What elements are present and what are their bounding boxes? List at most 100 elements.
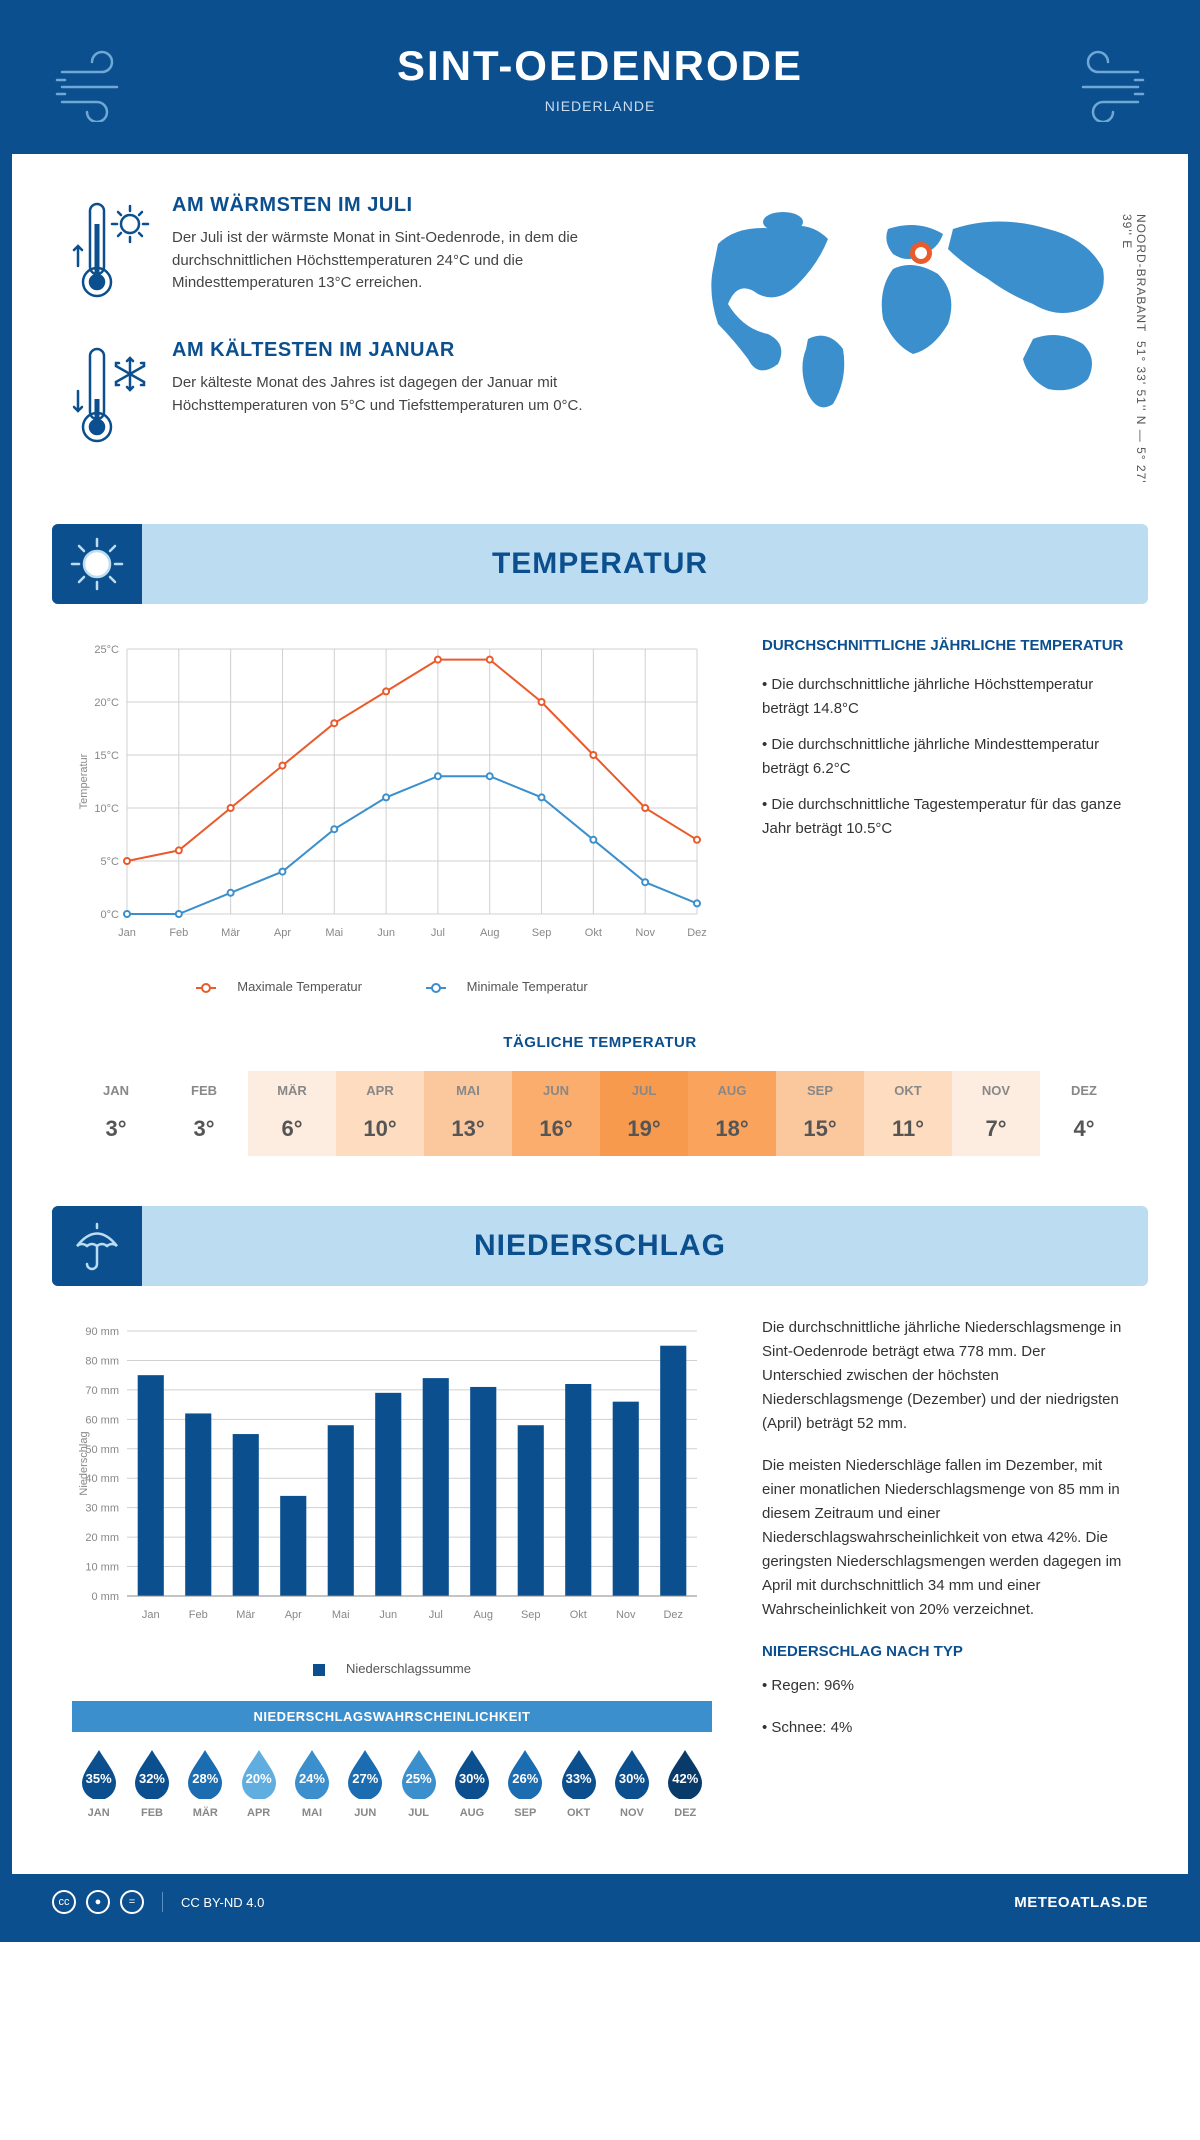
svg-text:5°C: 5°C <box>101 856 120 868</box>
svg-text:Jan: Jan <box>142 1609 160 1621</box>
svg-text:Apr: Apr <box>274 927 291 939</box>
svg-text:20°C: 20°C <box>94 697 119 709</box>
svg-text:50 mm: 50 mm <box>85 1444 119 1456</box>
temperature-heading: TEMPERATUR <box>142 547 1148 581</box>
svg-text:Feb: Feb <box>169 927 188 939</box>
cc-icon: cc <box>52 1890 76 1914</box>
location-marker <box>910 242 932 264</box>
daily-temp-cell: MAI13° <box>424 1071 512 1156</box>
svg-text:Nov: Nov <box>635 927 655 939</box>
nd-icon: = <box>120 1890 144 1914</box>
prob-cell: 20%APR <box>232 1747 285 1819</box>
temperature-section-header: TEMPERATUR <box>52 524 1148 604</box>
coldest-text: Der kälteste Monat des Jahres ist dagege… <box>172 372 648 417</box>
prob-cell: 42%DEZ <box>659 1747 712 1819</box>
raindrop-icon: 42% <box>664 1747 706 1799</box>
prob-cell: 26%SEP <box>499 1747 552 1819</box>
temperature-info: DURCHSCHNITTLICHE JÄHRLICHE TEMPERATUR •… <box>762 634 1128 994</box>
raindrop-icon: 25% <box>398 1747 440 1799</box>
temperature-line-chart: 0°C5°C10°C15°C20°C25°CJanFebMärAprMaiJun… <box>72 634 712 994</box>
header: SINT-OEDENRODE NIEDERLANDE <box>12 12 1188 154</box>
precip-legend: Niederschlagssumme <box>72 1661 712 1676</box>
wind-icon-left <box>52 42 152 127</box>
precip-text-1: Die durchschnittliche jährliche Niedersc… <box>762 1316 1128 1436</box>
svg-text:Okt: Okt <box>570 1609 587 1621</box>
prob-cell: 28%MÄR <box>179 1747 232 1819</box>
svg-text:Apr: Apr <box>285 1609 302 1621</box>
svg-text:Jul: Jul <box>429 1609 443 1621</box>
prob-cell: 35%JAN <box>72 1747 125 1819</box>
svg-text:0°C: 0°C <box>101 909 120 921</box>
raindrop-icon: 26% <box>504 1747 546 1799</box>
license-text: CC BY-ND 4.0 <box>181 1895 264 1910</box>
country-subtitle: NIEDERLANDE <box>52 98 1148 114</box>
intro-section: AM WÄRMSTEN IM JULI Der Juli ist der wär… <box>12 154 1188 524</box>
svg-text:Jun: Jun <box>377 927 395 939</box>
prob-title: NIEDERSCHLAGSWAHRSCHEINLICHKEIT <box>72 1701 712 1732</box>
svg-text:Mär: Mär <box>236 1609 255 1621</box>
svg-text:Jan: Jan <box>118 927 136 939</box>
warmest-title: AM WÄRMSTEN IM JULI <box>172 194 648 217</box>
precipitation-heading: NIEDERSCHLAG <box>142 1229 1148 1263</box>
svg-text:40 mm: 40 mm <box>85 1473 119 1485</box>
temp-info-3: • Die durchschnittliche Tagestemperatur … <box>762 793 1128 841</box>
svg-text:25°C: 25°C <box>94 644 119 656</box>
world-map: NOORD-BRABANT 51° 33' 51'' N — 5° 27' 39… <box>688 194 1128 484</box>
daily-temp-cell: AUG18° <box>688 1071 776 1156</box>
svg-text:0 mm: 0 mm <box>92 1591 120 1603</box>
svg-text:20 mm: 20 mm <box>85 1532 119 1544</box>
prob-cell: 30%NOV <box>605 1747 658 1819</box>
raindrop-icon: 20% <box>238 1747 280 1799</box>
daily-temp-cell: FEB3° <box>160 1071 248 1156</box>
svg-text:10°C: 10°C <box>94 803 119 815</box>
raindrop-icon: 28% <box>184 1747 226 1799</box>
sun-icon <box>52 524 142 604</box>
svg-text:Jul: Jul <box>431 927 445 939</box>
temperature-legend: .sw[style*='ea5a2a']::after{border-color… <box>72 979 712 994</box>
raindrop-icon: 35% <box>78 1747 120 1799</box>
svg-text:Sep: Sep <box>521 1609 541 1621</box>
daily-temp-cell: JUL19° <box>600 1071 688 1156</box>
svg-text:Nov: Nov <box>616 1609 636 1621</box>
precipitation-section-header: NIEDERSCHLAG <box>52 1206 1148 1286</box>
daily-temperature: TÄGLICHE TEMPERATUR JAN3°FEB3°MÄR6°APR10… <box>12 1034 1188 1206</box>
prob-cell: 33%OKT <box>552 1747 605 1819</box>
precip-snow: • Schnee: 4% <box>762 1716 1128 1740</box>
svg-text:80 mm: 80 mm <box>85 1355 119 1367</box>
thermometer-hot-icon <box>72 194 152 309</box>
license-badge: cc ● = CC BY-ND 4.0 <box>52 1890 264 1914</box>
daily-title: TÄGLICHE TEMPERATUR <box>72 1034 1128 1051</box>
svg-text:30 mm: 30 mm <box>85 1503 119 1515</box>
precipitation-bar-chart: 0 mm10 mm20 mm30 mm40 mm50 mm60 mm70 mm8… <box>72 1316 712 1834</box>
coldest-block: AM KÄLTESTEN IM JANUAR Der kälteste Mona… <box>72 339 648 454</box>
raindrop-icon: 32% <box>131 1747 173 1799</box>
warmest-text: Der Juli ist der wärmste Monat in Sint-O… <box>172 227 648 295</box>
temp-info-2: • Die durchschnittliche jährliche Mindes… <box>762 733 1128 781</box>
svg-text:60 mm: 60 mm <box>85 1414 119 1426</box>
svg-text:Sep: Sep <box>532 927 552 939</box>
daily-temp-cell: JUN16° <box>512 1071 600 1156</box>
daily-temp-cell: JAN3° <box>72 1071 160 1156</box>
svg-text:Dez: Dez <box>687 927 707 939</box>
location-title: SINT-OEDENRODE <box>52 42 1148 90</box>
svg-text:Mai: Mai <box>332 1609 350 1621</box>
svg-text:Aug: Aug <box>473 1609 493 1621</box>
svg-text:Mär: Mär <box>221 927 240 939</box>
svg-text:Feb: Feb <box>189 1609 208 1621</box>
thermometer-cold-icon <box>72 339 152 454</box>
prob-cell: 27%JUN <box>339 1747 392 1819</box>
svg-text:Temperatur: Temperatur <box>78 753 90 809</box>
precip-rain: • Regen: 96% <box>762 1674 1128 1698</box>
raindrop-icon: 30% <box>451 1747 493 1799</box>
raindrop-icon: 27% <box>344 1747 386 1799</box>
svg-text:15°C: 15°C <box>94 750 119 762</box>
prob-cell: 30%AUG <box>445 1747 498 1819</box>
raindrop-icon: 24% <box>291 1747 333 1799</box>
temp-info-1: • Die durchschnittliche jährliche Höchst… <box>762 673 1128 721</box>
page-frame: SINT-OEDENRODE NIEDERLANDE AM WÄRMSTEN I… <box>0 0 1200 1942</box>
svg-text:10 mm: 10 mm <box>85 1562 119 1574</box>
svg-text:Dez: Dez <box>663 1609 683 1621</box>
prob-cell: 24%MAI <box>285 1747 338 1819</box>
wind-icon-right <box>1048 42 1148 127</box>
daily-temp-cell: NOV7° <box>952 1071 1040 1156</box>
